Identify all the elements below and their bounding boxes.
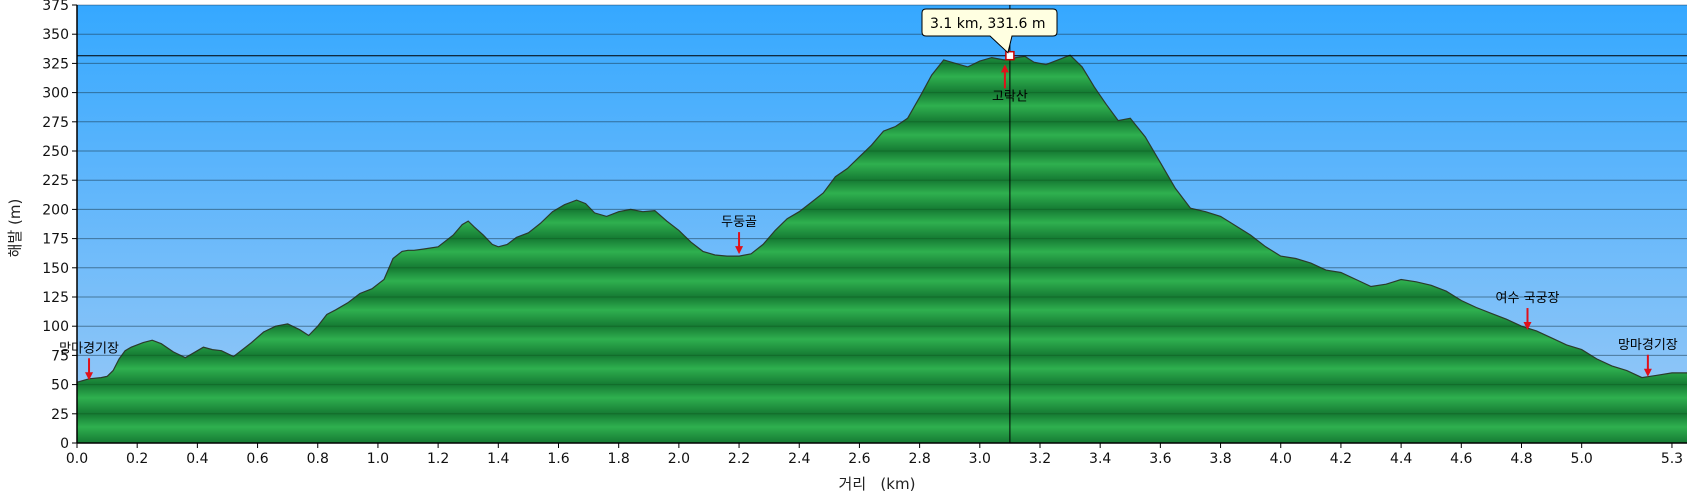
y-tick-label: 350 [42, 27, 69, 43]
x-tick-label: 4.0 [1270, 451, 1292, 467]
y-tick-label: 75 [51, 348, 69, 364]
x-tick-label: 4.8 [1510, 451, 1532, 467]
x-tick-label: 3.6 [1149, 451, 1171, 467]
marker-arrowhead [1523, 322, 1532, 331]
cursor-tooltip: 3.1 km, 331.6 m [921, 8, 1058, 54]
y-tick-label: 225 [42, 173, 69, 189]
y-tick-label: 375 [42, 0, 69, 14]
x-tick-label: 2.6 [848, 451, 870, 467]
y-tick-label: 200 [42, 202, 69, 218]
y-tick-label: 175 [42, 232, 69, 248]
tooltip-bubble [921, 8, 1058, 54]
marker-arrowhead [1000, 64, 1009, 73]
waypoint-marker: 두둥골 [721, 215, 757, 255]
y-tick-label: 100 [42, 319, 69, 335]
marker-arrowhead [85, 372, 94, 381]
x-tick-label: 0.4 [186, 451, 208, 467]
marker-label: 고락산 [992, 89, 1028, 104]
cursor-point [1005, 50, 1015, 61]
y-tick-label: 0 [60, 436, 69, 452]
x-tick-label: 2.4 [788, 451, 810, 467]
axes [76, 5, 1687, 444]
y-tick-label: 50 [51, 378, 69, 394]
waypoint-marker: 여수 국궁장 [1496, 291, 1560, 331]
marker-arrowhead [735, 246, 744, 255]
elevation-fill [77, 55, 1687, 443]
x-tick-label: 4.2 [1330, 451, 1352, 467]
x-tick-label: 3.0 [969, 451, 991, 467]
x-tick-label: 0.0 [66, 451, 88, 467]
cursor-crosshair [77, 5, 1687, 443]
x-tick-label: 3.2 [1029, 451, 1051, 467]
y-tick-label: 300 [42, 86, 69, 102]
x-tick-label: 1.4 [487, 451, 509, 467]
x-tick-label: 2.0 [668, 451, 690, 467]
x-axis-ticks: 0.0 0.2 0.4 0.6 0.8 1.0 1.2 1.4 1.6 1.8 2.0 2.2 2.4 2… [66, 443, 1683, 467]
marker-arrowhead [1643, 368, 1652, 377]
y-axis-label: 해발 (m) [6, 199, 24, 258]
x-tick-label: 1.6 [547, 451, 569, 467]
x-axis-label: 거리 (km) [839, 475, 916, 493]
y-tick-label: 125 [42, 290, 69, 306]
marker-label: 두둥골 [721, 215, 757, 230]
x-tick-label: 0.8 [307, 451, 329, 467]
y-tick-label: 275 [42, 115, 69, 131]
marker-label: 여수 국궁장 [1496, 291, 1560, 306]
x-tick-label: 5.3 [1661, 451, 1683, 467]
x-tick-label: 4.6 [1450, 451, 1472, 467]
x-tick-label: 5.0 [1571, 451, 1593, 467]
x-tick-label: 1.2 [427, 451, 449, 467]
x-tick-label: 2.2 [728, 451, 750, 467]
x-tick-label: 0.2 [126, 451, 148, 467]
x-tick-label: 0.6 [246, 451, 268, 467]
marker-label: 망마경기장 [59, 341, 119, 356]
waypoint-marker: 망마경기장 [59, 341, 119, 381]
x-tick-label: 1.8 [608, 451, 630, 467]
tooltip-text: 3.1 km, 331.6 m [930, 16, 1046, 32]
x-tick-label: 2.8 [908, 451, 930, 467]
y-tick-label: 150 [42, 261, 69, 277]
y-axis-ticks: 0 25 50 75 100 125 150 175 200 225 250 275 300 325 350… [42, 0, 77, 452]
marker-label: 망마경기장 [1618, 338, 1678, 353]
waypoint-marker: 고락산 [992, 64, 1028, 104]
x-tick-label: 3.8 [1209, 451, 1231, 467]
y-tick-label: 325 [42, 56, 69, 72]
waypoint-marker: 망마경기장 [1618, 338, 1678, 377]
x-tick-label: 1.0 [367, 451, 389, 467]
y-tick-label: 250 [42, 144, 69, 160]
y-tick-label: 25 [51, 407, 69, 423]
x-tick-label: 3.4 [1089, 451, 1111, 467]
x-tick-label: 4.4 [1390, 451, 1412, 467]
elevation-outline [77, 54, 1687, 383]
elevation-area [77, 5, 1687, 443]
